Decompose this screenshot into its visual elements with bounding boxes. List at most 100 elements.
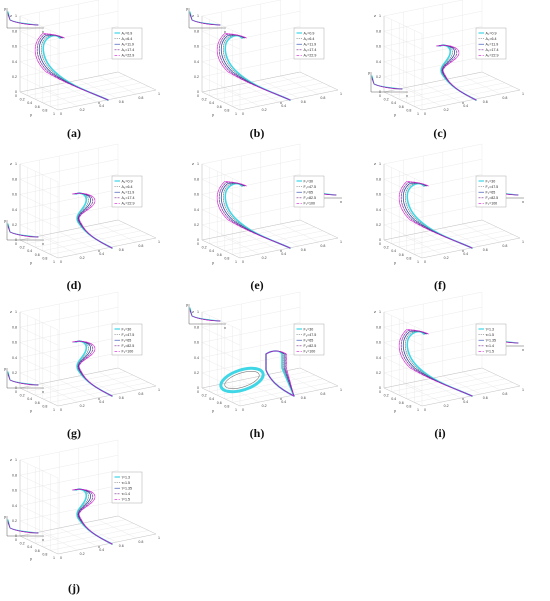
- y-tick-label: 0.4: [391, 101, 396, 105]
- inset-series-line: [189, 307, 221, 322]
- z-tick-label: 0.8: [194, 29, 199, 33]
- z-tick-label: 0.2: [194, 371, 199, 375]
- z-tick-label: 1: [197, 310, 199, 314]
- x-tick-label: 0.8: [502, 392, 507, 396]
- z-tick-label: 0.2: [12, 371, 17, 375]
- y-tick-label: 0.4: [27, 101, 32, 105]
- z-tick-label: 1: [15, 310, 17, 314]
- y-tick-label: 0.4: [27, 545, 32, 549]
- y-tick-label: 0.8: [406, 108, 411, 112]
- series-line: [72, 488, 113, 545]
- z-tick-label: 0: [15, 386, 17, 390]
- y-axis-label: y: [30, 408, 32, 413]
- z-axis-label: z: [374, 309, 376, 314]
- x-tick-label: 0.8: [320, 392, 325, 396]
- y-tick-label: 0.2: [20, 542, 25, 546]
- z-tick-label: 0.6: [376, 45, 381, 49]
- y-tick-label: 1: [53, 556, 55, 560]
- legend-entry: F₄=82.5: [304, 344, 317, 348]
- y-axis-label: y: [212, 260, 214, 265]
- x-tick-label: 0.2: [262, 108, 267, 112]
- z-tick-label: 0.6: [194, 193, 199, 197]
- y-tick-label: 0: [197, 390, 199, 394]
- z-tick-label: 0.4: [376, 60, 381, 64]
- legend-entry: A₄=6.4: [122, 185, 133, 189]
- y-tick-label: 1: [235, 112, 237, 116]
- legend-entry: A₃=22.9: [486, 54, 499, 58]
- z-tick-label: 0.6: [194, 45, 199, 49]
- x-tick-label: 0: [60, 408, 62, 412]
- y-tick-label: 0.6: [399, 401, 404, 405]
- y-tick-label: 1: [417, 112, 419, 116]
- z-tick-label: 0: [197, 386, 199, 390]
- x-tick-label: 0.6: [119, 100, 124, 104]
- series-line: [437, 44, 477, 101]
- series-line: [34, 33, 109, 101]
- z-tick-label: 0.8: [194, 177, 199, 181]
- y-tick-label: 0.2: [20, 394, 25, 398]
- legend-entry: A₂=17.4: [304, 48, 317, 52]
- y-tick-label: 0.2: [384, 98, 389, 102]
- x-tick-label: 0.4: [463, 104, 468, 108]
- x-tick-label: 0.6: [483, 248, 488, 252]
- z-axis-label: z: [192, 309, 194, 314]
- x-axis-label: x: [280, 100, 282, 105]
- x-tick-label: 0: [424, 260, 426, 264]
- y-tick-label: 0.8: [406, 256, 411, 260]
- panel-label: (d): [67, 278, 82, 292]
- y-tick-label: 1: [53, 260, 55, 264]
- z-tick-label: 0.6: [12, 45, 17, 49]
- x-tick-label: 0.4: [281, 252, 286, 256]
- inset-x-label: x: [522, 199, 524, 204]
- z-tick-label: 0.8: [12, 177, 17, 181]
- z-tick-label: 0.6: [12, 489, 17, 493]
- y-tick-label: 0.4: [391, 249, 396, 253]
- legend: τ=1.3 τ=1.5 τ=1.35τ=1.4 τ=1.5: [111, 471, 143, 504]
- y-tick-label: 0.8: [406, 404, 411, 408]
- y-tick-label: 0: [379, 242, 381, 246]
- x-tick-label: 0.2: [80, 108, 85, 112]
- legend-entry: F₃=30: [122, 327, 132, 331]
- y-tick-label: 0: [197, 94, 199, 98]
- legend: A₁=0.9 A₁=6.4 A₁=11.9A₁=17.4 A₁=22.9: [111, 27, 143, 60]
- series-line: [265, 350, 295, 397]
- x-tick-label: 0.2: [262, 404, 267, 408]
- series-line: [72, 340, 113, 397]
- legend: A₂=0.9 A₂=6.4 A₂=11.9A₂=17.4 A₂=22.9: [293, 27, 325, 60]
- z-tick-label: 0.4: [12, 60, 17, 64]
- y-tick-label: 0.8: [42, 552, 47, 556]
- legend-entry: τ=1.35: [486, 339, 497, 343]
- x-tick-label: 0.4: [281, 400, 286, 404]
- y-tick-label: 0.2: [202, 246, 207, 250]
- inset-x-label: x: [522, 347, 524, 352]
- legend-entry: F₂=82.5: [486, 196, 499, 200]
- legend-entry: F₁=100: [304, 202, 316, 206]
- legend-entry: A₄=0.9: [122, 179, 133, 183]
- y-tick-label: 0.6: [399, 105, 404, 109]
- x-tick-label: 1: [340, 240, 342, 244]
- y-tick-label: 0.8: [224, 256, 229, 260]
- z-tick-label: 0: [379, 238, 381, 242]
- inset-y-label: y: [186, 302, 188, 307]
- x-tick-label: 0.6: [119, 248, 124, 252]
- y-tick-label: 0.8: [42, 256, 47, 260]
- legend-entry: A₂=22.9: [304, 54, 317, 58]
- y-tick-label: 0.6: [399, 253, 404, 257]
- y-tick-label: 0.4: [391, 397, 396, 401]
- legend-entry: F₄=30: [304, 327, 314, 331]
- z-tick-label: 0: [197, 90, 199, 94]
- series-line: [436, 44, 477, 101]
- y-axis-label: y: [212, 112, 214, 117]
- x-axis-label: x: [98, 544, 100, 549]
- z-tick-label: 0.2: [194, 75, 199, 79]
- x-tick-label: 0.4: [99, 400, 104, 404]
- z-tick-label: 1: [15, 458, 17, 462]
- inset-series-line: [7, 11, 39, 26]
- x-tick-label: 0.4: [463, 400, 468, 404]
- series-line: [439, 44, 477, 101]
